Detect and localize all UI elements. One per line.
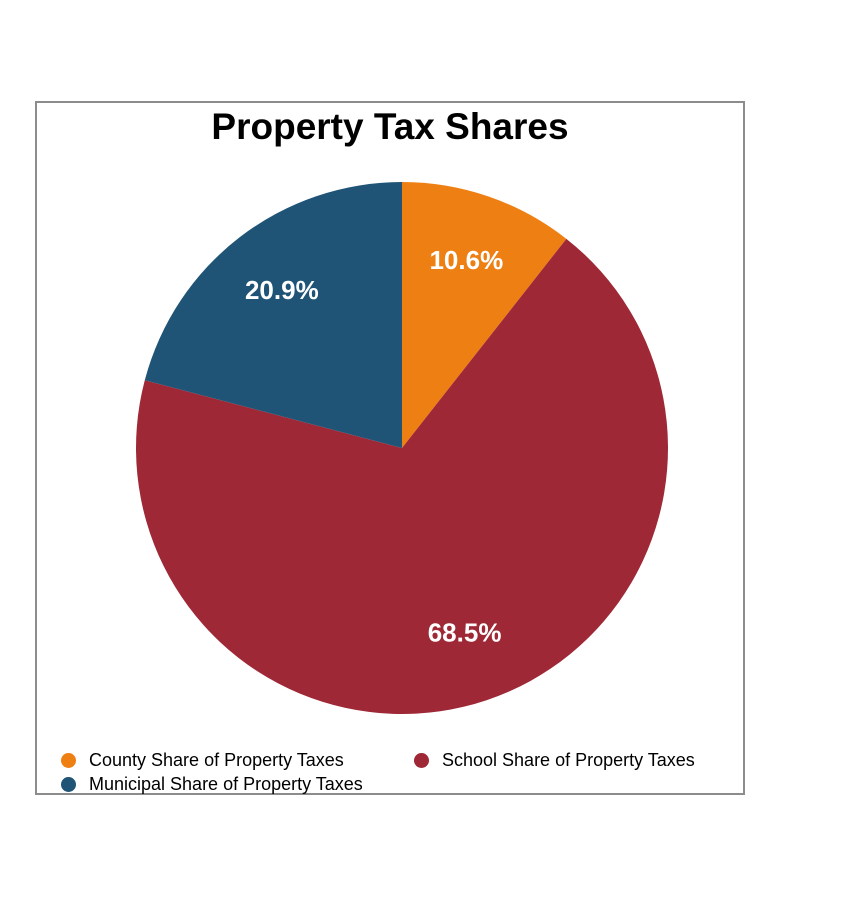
legend: County Share of Property Taxes School Sh… <box>61 749 741 796</box>
slice-label-school: 68.5% <box>428 617 502 647</box>
pie-labels: 10.6% 68.5% 20.9% <box>245 245 503 648</box>
legend-marker-municipal <box>61 777 76 792</box>
pie-slice-school <box>135 238 668 714</box>
slice-label-county: 10.6% <box>429 245 503 275</box>
legend-marker-county <box>61 753 76 768</box>
pie-slice-county <box>402 182 567 448</box>
legend-label-municipal: Municipal Share of Property Taxes <box>89 774 363 794</box>
legend-item-municipal: Municipal Share of Property Taxes <box>61 773 414 796</box>
chart-frame: Property Tax Shares 10.6% 68.5% 20.9% Coun… <box>35 101 745 795</box>
pie-slice-municipal <box>144 182 403 448</box>
chart-title: Property Tax Shares <box>211 106 569 147</box>
legend-item-school: School Share of Property Taxes <box>414 749 734 772</box>
slice-label-municipal: 20.9% <box>245 275 319 305</box>
pie-chart: 10.6% 68.5% 20.9% <box>135 182 668 714</box>
legend-item-county: County Share of Property Taxes <box>61 749 414 772</box>
pie-slices <box>135 182 668 714</box>
legend-label-county: County Share of Property Taxes <box>89 750 344 770</box>
legend-label-school: School Share of Property Taxes <box>442 750 695 770</box>
legend-marker-school <box>414 753 429 768</box>
